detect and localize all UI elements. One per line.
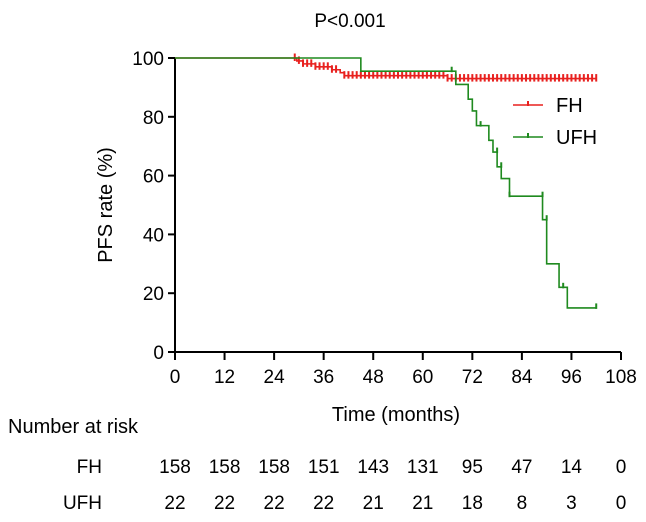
risk-row-label-fh: FH — [77, 457, 102, 478]
y-tick-label: 60 — [143, 167, 164, 188]
x-tick-label: 108 — [605, 367, 637, 388]
y-tick-label: 0 — [153, 343, 164, 364]
x-tick-label: 0 — [170, 367, 181, 388]
risk-values: 158 158 158 151 143 131 95 47 14 0 22 22 22 22 21 21 18 8… — [159, 457, 626, 514]
risk-value-fh: 158 — [159, 457, 191, 478]
risk-value-ufh: 22 — [264, 493, 285, 514]
risk-value-ufh: 22 — [214, 493, 235, 514]
risk-value-ufh: 8 — [517, 493, 528, 514]
risk-value-ufh: 3 — [566, 493, 577, 514]
risk-value-ufh: 22 — [164, 493, 185, 514]
x-tick-label: 36 — [313, 367, 334, 388]
x-tick-label: 96 — [561, 367, 582, 388]
y-ticks: 0 20 40 60 80 100 — [132, 49, 175, 364]
risk-value-ufh: 21 — [363, 493, 384, 514]
risk-value-fh: 0 — [616, 457, 627, 478]
y-tick-label: 20 — [143, 284, 164, 305]
x-axis-label: Time (months) — [332, 404, 460, 426]
risk-row-label-ufh: UFH — [63, 493, 102, 514]
legend-fh-label: FH — [556, 95, 583, 117]
y-tick-label: 80 — [143, 108, 164, 129]
risk-value-ufh: 22 — [313, 493, 334, 514]
x-tick-label: 12 — [214, 367, 235, 388]
curve-ufh — [175, 57, 597, 309]
risk-value-ufh: 18 — [462, 493, 483, 514]
risk-value-fh: 47 — [511, 457, 532, 478]
x-tick-label: 84 — [511, 367, 533, 388]
chart-title: P<0.001 — [314, 11, 385, 32]
risk-value-fh: 151 — [308, 457, 340, 478]
x-tick-label: 60 — [412, 367, 433, 388]
risk-value-fh: 158 — [258, 457, 290, 478]
survival-curves — [175, 53, 598, 309]
risk-value-fh: 158 — [209, 457, 241, 478]
legend: FH UFH — [513, 95, 597, 149]
x-tick-label: 24 — [264, 367, 286, 388]
risk-value-ufh: 0 — [616, 493, 627, 514]
risk-table-title: Number at risk — [8, 416, 139, 438]
y-tick-label: 40 — [143, 225, 164, 246]
x-tick-label: 72 — [462, 367, 483, 388]
risk-value-fh: 14 — [561, 457, 583, 478]
risk-value-fh: 131 — [407, 457, 439, 478]
risk-value-fh: 95 — [462, 457, 483, 478]
legend-ufh-label: UFH — [556, 127, 597, 149]
x-ticks: 0 12 24 36 48 60 72 84 96 108 — [170, 352, 637, 388]
y-tick-label: 100 — [132, 49, 164, 70]
y-axis-label: PFS rate (%) — [95, 147, 117, 263]
risk-value-ufh: 21 — [412, 493, 433, 514]
risk-value-fh: 143 — [357, 457, 389, 478]
x-tick-label: 48 — [363, 367, 384, 388]
